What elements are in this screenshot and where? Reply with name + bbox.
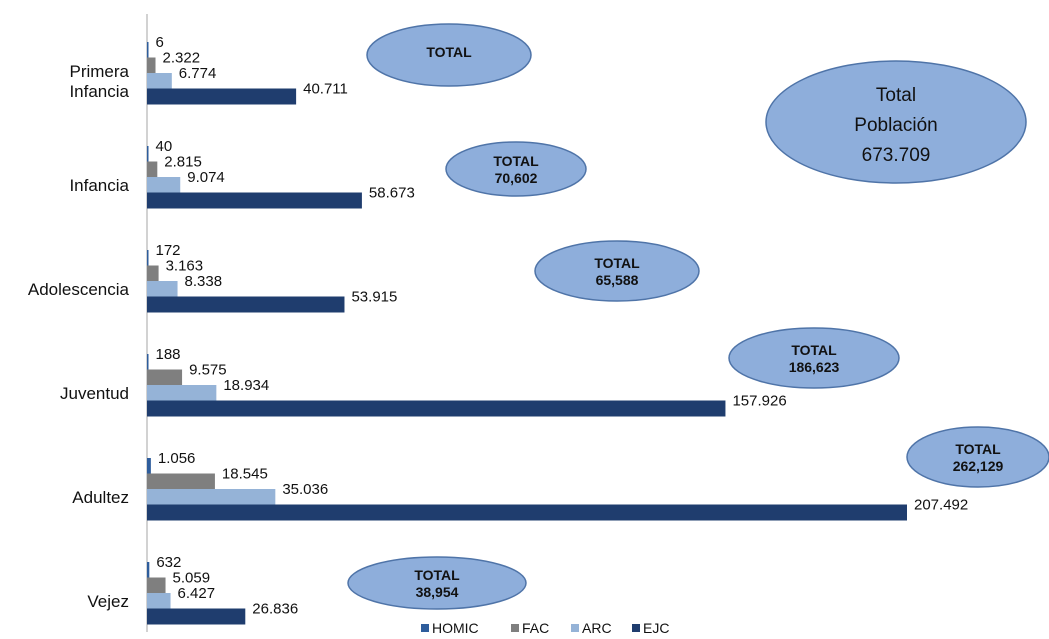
data-label: 1.056 — [158, 450, 196, 467]
bar-fac — [147, 161, 158, 178]
total-ellipse — [366, 23, 532, 87]
data-label: 157.926 — [732, 393, 786, 410]
bar-arc — [147, 281, 178, 297]
data-label: 40 — [156, 138, 173, 155]
bar-arc — [147, 177, 181, 193]
bar-homic — [147, 250, 149, 266]
total-ellipse-label: TOTAL — [594, 255, 640, 271]
category-label: Adultez — [72, 488, 129, 507]
population-total-label: Población — [854, 115, 937, 136]
bar-ejc — [147, 400, 726, 417]
data-label: 18.545 — [222, 466, 268, 483]
total-ellipse-label: TOTAL — [791, 342, 837, 358]
bar-fac — [147, 57, 156, 74]
category-label: Primera — [69, 62, 129, 81]
total-ellipse-label: TOTAL — [493, 153, 539, 169]
legend-swatch-ejc — [632, 624, 640, 632]
data-label: 2.815 — [164, 154, 202, 171]
category-label: Vejez — [87, 592, 129, 611]
total-ellipse-label: TOTAL — [426, 44, 472, 60]
bar-arc — [147, 73, 172, 89]
legend-swatch-fac — [511, 624, 519, 632]
total-ellipse-label: TOTAL — [955, 441, 1001, 457]
data-label: 632 — [156, 554, 181, 571]
data-label: 6.427 — [178, 585, 216, 602]
bar-homic — [147, 42, 149, 58]
total-ellipse — [534, 240, 700, 302]
bar-arc — [147, 593, 171, 609]
total-ellipse-value: 38,954 — [416, 584, 459, 600]
bar-fac — [147, 473, 215, 490]
total-ellipse-value: 70,602 — [495, 170, 538, 186]
population-total-value: 673.709 — [862, 145, 931, 166]
total-ellipse — [445, 141, 587, 197]
data-label: 18.934 — [223, 377, 269, 394]
total-ellipse — [906, 426, 1049, 488]
data-label: 58.673 — [369, 185, 415, 202]
bar-arc — [147, 489, 276, 505]
data-label: 26.836 — [252, 601, 298, 618]
data-label: 3.163 — [166, 258, 204, 275]
bar-homic — [147, 354, 149, 370]
data-label: 6.774 — [179, 65, 217, 82]
total-ellipse-value: 262,129 — [953, 458, 1004, 474]
data-label: 172 — [156, 242, 181, 259]
data-label: 188 — [156, 346, 181, 363]
legend-label: HOMIC — [432, 620, 479, 636]
total-ellipse-value: 65,588 — [596, 272, 639, 288]
category-label: Infancia — [69, 82, 129, 101]
bar-fac — [147, 577, 166, 594]
bar-fac — [147, 369, 183, 386]
population-total-ellipse — [765, 60, 1027, 184]
legend-label: FAC — [522, 620, 549, 636]
legend-label: EJC — [643, 620, 669, 636]
bar-homic — [147, 562, 150, 578]
bar-ejc — [147, 296, 345, 313]
data-label: 2.322 — [163, 50, 201, 67]
bar-ejc — [147, 88, 297, 105]
bar-ejc — [147, 608, 246, 625]
data-label: 40.711 — [303, 81, 348, 98]
bar-arc — [147, 385, 217, 401]
total-ellipse-value: 186,623 — [789, 359, 840, 375]
category-label: Adolescencia — [28, 280, 130, 299]
population-total-label: Total — [876, 85, 916, 106]
data-label: 5.059 — [173, 570, 211, 587]
category-label: Infancia — [69, 176, 129, 195]
bar-ejc — [147, 504, 907, 521]
data-label: 6 — [156, 34, 164, 51]
data-label: 207.492 — [914, 497, 968, 514]
total-ellipse — [728, 327, 900, 389]
bar-ejc — [147, 192, 362, 209]
total-ellipse — [347, 556, 527, 610]
bar-homic — [147, 146, 149, 162]
legend-swatch-homic — [421, 624, 429, 632]
total-ellipse-label: TOTAL — [414, 567, 460, 583]
data-label: 9.575 — [189, 362, 227, 379]
data-label: 35.036 — [282, 481, 328, 498]
bar-fac — [147, 265, 159, 282]
data-label: 9.074 — [187, 169, 225, 186]
data-label: 53.915 — [351, 289, 397, 306]
legend-label: ARC — [582, 620, 612, 636]
bar-homic — [147, 458, 151, 474]
data-label: 8.338 — [185, 273, 223, 290]
category-label: Juventud — [60, 384, 129, 403]
legend-swatch-arc — [571, 624, 579, 632]
